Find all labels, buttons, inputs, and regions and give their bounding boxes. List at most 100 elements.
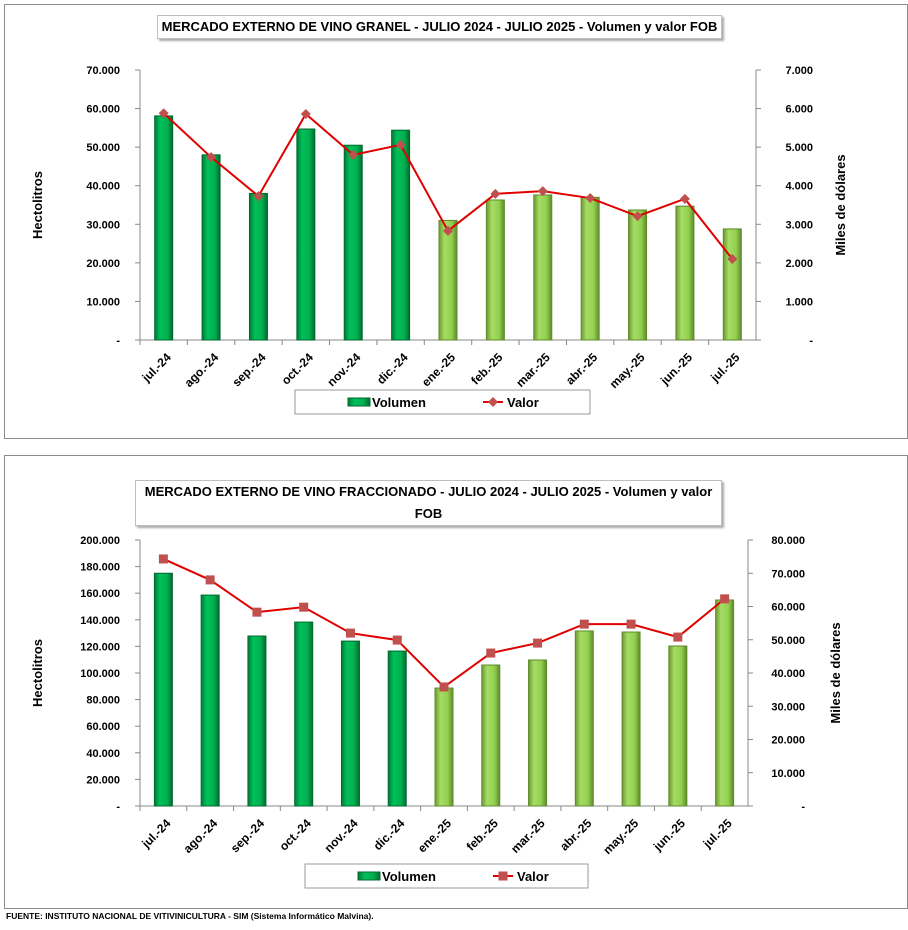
legend-label-volumen: Volumen <box>382 869 436 884</box>
x-tick-label: oct.-24 <box>279 350 316 387</box>
x-tick-label: nov.-24 <box>324 350 363 389</box>
y2-tick-label: 2.000 <box>785 258 813 270</box>
point-valor <box>486 648 496 658</box>
y2-tick-label: 3.000 <box>785 219 813 231</box>
x-tick-label: ene.-25 <box>415 816 454 855</box>
legend-swatch-volumen <box>357 871 381 881</box>
y2-tick-label: 30.000 <box>771 701 805 713</box>
y2-tick-label: 1.000 <box>785 296 813 308</box>
x-tick-label: feb.-25 <box>464 816 501 853</box>
y-tick-label: 120.000 <box>80 641 120 653</box>
source-footer: FUENTE: INSTITUTO NACIONAL DE VITIVINICU… <box>6 911 374 921</box>
y-tick-label: 40.000 <box>86 748 120 760</box>
point-valor <box>673 632 683 642</box>
x-tick-label: abr.-25 <box>563 350 600 387</box>
legend-swatch-volumen <box>347 397 371 407</box>
x-tick-label: dic.-24 <box>371 816 408 853</box>
bar-volumen <box>722 228 742 341</box>
legend-marker-valor <box>488 397 498 407</box>
x-tick-label: mar.-25 <box>508 816 548 856</box>
point-valor <box>443 225 453 236</box>
x-tick-label: nov.-24 <box>322 816 361 855</box>
point-valor <box>252 607 262 617</box>
y2-tick-label: 6.000 <box>785 104 813 116</box>
x-tick-label: jul.-24 <box>138 816 173 851</box>
point-valor <box>626 619 636 629</box>
y-tick-label: 70.000 <box>86 65 120 77</box>
x-tick-label: jun.-25 <box>650 816 688 854</box>
bar-volumen <box>200 594 220 807</box>
point-valor <box>632 211 643 222</box>
y-tick-label: 160.000 <box>80 588 120 600</box>
x-tick-label: jul.-25 <box>700 816 735 851</box>
y-tick-label: 140.000 <box>80 615 120 627</box>
y-tick-label: 30.000 <box>86 219 120 231</box>
point-valor <box>579 619 589 629</box>
bar-volumen <box>201 154 221 341</box>
x-tick-label: may.-25 <box>600 816 641 857</box>
y-tick-label: 200.000 <box>80 535 120 547</box>
bar-volumen <box>675 205 695 341</box>
point-valor <box>392 635 402 645</box>
y2-tick-label: 7.000 <box>785 65 813 77</box>
bar-volumen <box>715 599 735 807</box>
bar-volumen <box>481 664 501 807</box>
y-tick-label: 60.000 <box>86 104 120 116</box>
point-valor <box>205 575 215 585</box>
x-tick-label: jul.-24 <box>139 350 174 385</box>
bar-volumen <box>340 640 360 807</box>
bar-volumen <box>387 650 407 807</box>
bar-volumen <box>154 115 174 341</box>
x-tick-label: sep.-24 <box>229 350 268 389</box>
x-tick-label: feb.-25 <box>468 350 505 387</box>
y2-tick-label: 80.000 <box>771 535 805 547</box>
point-valor <box>490 188 501 199</box>
x-tick-label: sep.-24 <box>228 816 267 855</box>
x-tick-label: dic.-24 <box>374 350 411 387</box>
y-tick-label: 20.000 <box>86 258 120 270</box>
bar-volumen <box>668 645 688 807</box>
y-axis-title: Hectolitros <box>30 639 45 707</box>
bar-volumen <box>296 128 316 341</box>
point-valor <box>345 628 355 638</box>
bar-volumen <box>628 209 648 341</box>
bar-volumen <box>247 635 267 807</box>
legend <box>304 863 589 889</box>
y2-tick-label: - <box>801 801 805 813</box>
legend-label-volumen: Volumen <box>372 395 426 410</box>
x-tick-label: may.-25 <box>607 350 648 391</box>
x-tick-label: mar.-25 <box>513 350 553 390</box>
x-tick-label: ene.-25 <box>419 350 458 389</box>
bar-volumen <box>153 572 173 807</box>
bar-volumen <box>485 199 505 341</box>
point-valor <box>720 594 730 604</box>
bar-volumen <box>343 144 363 341</box>
legend-label-valor: Valor <box>507 395 539 410</box>
x-tick-label: jun.-25 <box>657 350 695 388</box>
y-tick-label: 60.000 <box>86 721 120 733</box>
point-valor <box>158 554 168 564</box>
y2-tick-label: 60.000 <box>771 602 805 614</box>
bar-volumen <box>528 659 548 807</box>
y-axis-title: Hectolitros <box>30 171 45 239</box>
x-tick-label: ago.-24 <box>182 350 222 390</box>
bar-volumen <box>248 192 268 341</box>
y-tick-label: 180.000 <box>80 562 120 574</box>
x-tick-label: abr.-25 <box>557 816 594 853</box>
y2-tick-label: 4.000 <box>785 181 813 193</box>
point-valor <box>299 602 309 612</box>
y2-tick-label: 10.000 <box>771 768 805 780</box>
y-tick-label: 10.000 <box>86 296 120 308</box>
y2-tick-label: 5.000 <box>785 142 813 154</box>
bar-volumen <box>574 630 594 807</box>
legend <box>294 389 591 415</box>
y2-axis-title: Miles de dólares <box>828 622 843 723</box>
point-valor <box>439 682 449 692</box>
bar-volumen <box>391 129 411 341</box>
chart-title-granel: MERCADO EXTERNO DE VINO GRANEL - JULIO 2… <box>157 15 722 39</box>
point-valor <box>300 108 311 119</box>
y2-tick-label: 70.000 <box>771 568 805 580</box>
y-tick-label: - <box>116 801 120 813</box>
y-tick-label: 50.000 <box>86 142 120 154</box>
